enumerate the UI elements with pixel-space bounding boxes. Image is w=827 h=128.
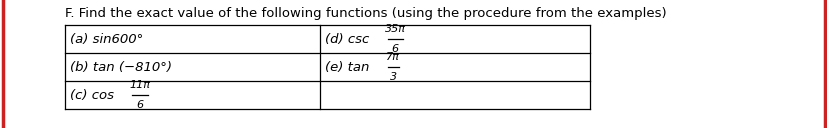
Text: (b) tan (−810°): (b) tan (−810°) — [70, 61, 172, 73]
Text: (c) cos: (c) cos — [70, 88, 118, 102]
Text: 6: 6 — [391, 44, 399, 54]
Text: 7π: 7π — [386, 51, 399, 61]
Text: F. Find the exact value of the following functions (using the procedure from the: F. Find the exact value of the following… — [65, 7, 666, 20]
Text: 35π: 35π — [385, 24, 405, 34]
Text: (a) sin600°: (a) sin600° — [70, 33, 143, 45]
Text: (d) csc: (d) csc — [325, 33, 373, 45]
Text: 11π: 11π — [129, 79, 151, 89]
Text: 6: 6 — [136, 99, 143, 109]
Text: (e) tan: (e) tan — [325, 61, 373, 73]
Text: 3: 3 — [390, 72, 396, 82]
